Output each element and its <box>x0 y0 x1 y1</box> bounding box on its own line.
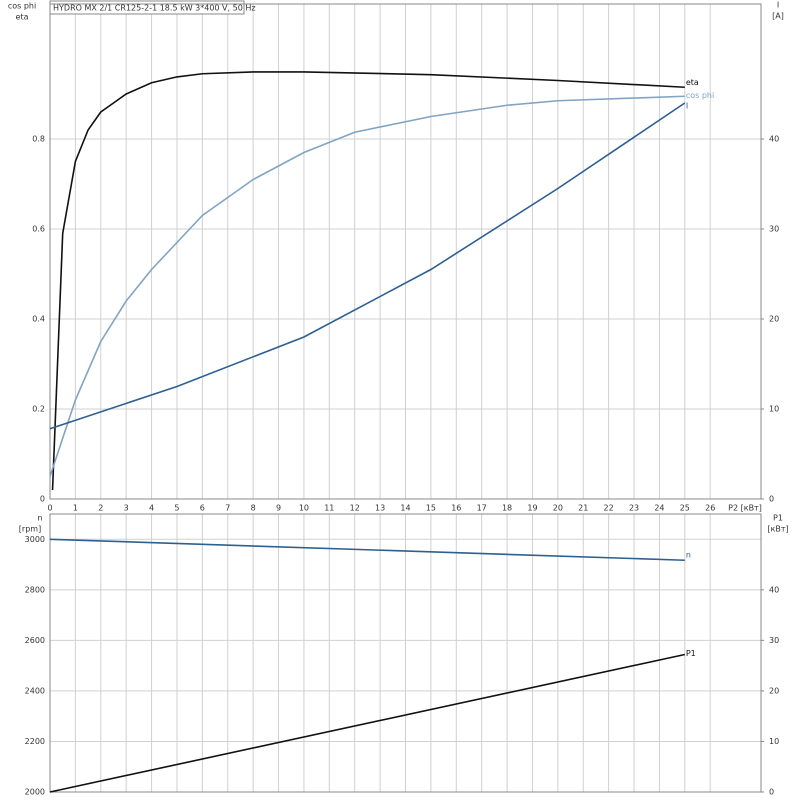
y2-tick-label: 30 <box>769 636 779 645</box>
x-tick-label: 21 <box>578 504 588 513</box>
x-axis-label: P2 [кВт] <box>728 504 762 513</box>
x-tick-label: 26 <box>705 504 715 513</box>
plot-frame <box>49 3 762 500</box>
y2-tick-label: 20 <box>769 315 779 324</box>
y-axis-label: eta <box>16 13 29 22</box>
series-line <box>49 538 685 562</box>
y2-axis-label: [A] <box>772 12 784 21</box>
x-tick-label: 12 <box>350 504 360 513</box>
x-tick-label: 1 <box>73 504 78 513</box>
chart-title: HYDRO MX 2/1 CR125-2-1 18.5 kW 3*400 V, … <box>53 4 256 13</box>
x-tick-label: 9 <box>276 504 281 513</box>
series-line <box>49 95 685 477</box>
y2-axis-label: [кВт] <box>767 525 788 534</box>
x-tick-label: 17 <box>477 504 487 513</box>
y2-tick-label: 40 <box>769 585 779 594</box>
y-axis-label: n <box>37 514 42 523</box>
y-tick-label: 0.2 <box>32 405 45 414</box>
y-tick-label: 2600 <box>25 636 45 645</box>
y2-tick-label: 10 <box>769 737 779 746</box>
y-tick-label: 2800 <box>25 585 45 594</box>
x-tick-label: 18 <box>502 504 512 513</box>
x-tick-label: 22 <box>604 504 614 513</box>
x-tick-label: 13 <box>375 504 385 513</box>
y-tick-label: 3000 <box>25 535 45 544</box>
y-tick-label: 2000 <box>25 788 45 797</box>
y2-tick-label: 10 <box>769 405 779 414</box>
y-axis-label: cos phi <box>8 2 36 11</box>
x-tick-label: 14 <box>400 504 410 513</box>
y2-axis-label: P1 <box>773 514 783 523</box>
x-tick-label: 4 <box>149 504 154 513</box>
x-tick-label: 19 <box>527 504 537 513</box>
y2-tick-label: 0 <box>769 788 774 797</box>
series-label: cos phi <box>686 91 714 100</box>
x-tick-label: 8 <box>251 504 256 513</box>
x-tick-label: 23 <box>629 504 639 513</box>
x-tick-label: 7 <box>225 504 230 513</box>
x-tick-label: 11 <box>324 504 334 513</box>
y-tick-label: 0.6 <box>32 225 45 234</box>
y2-tick-label: 30 <box>769 225 779 234</box>
x-tick-label: 10 <box>299 504 309 513</box>
y2-axis-label: I <box>777 1 779 10</box>
x-tick-label: 5 <box>174 504 179 513</box>
y2-tick-label: 40 <box>769 135 779 144</box>
series-line <box>49 653 685 793</box>
x-tick-label: 24 <box>654 504 664 513</box>
y-tick-label: 0.8 <box>32 135 45 144</box>
x-tick-label: 16 <box>451 504 461 513</box>
y2-tick-label: 20 <box>769 686 779 695</box>
y-axis-label: [rpm] <box>19 525 41 534</box>
x-tick-label: 20 <box>553 504 563 513</box>
x-tick-label: 25 <box>680 504 690 513</box>
x-tick-label: 2 <box>98 504 103 513</box>
series-label: n <box>686 551 691 560</box>
plot-frame <box>49 513 762 793</box>
x-tick-label: 6 <box>200 504 205 513</box>
x-tick-label: 3 <box>124 504 129 513</box>
series-label: P1 <box>686 649 696 658</box>
y-tick-label: 2400 <box>25 686 45 695</box>
series-line <box>49 102 686 430</box>
x-tick-label: 15 <box>426 504 436 513</box>
y-tick-label: 0 <box>40 495 45 504</box>
y-tick-label: 2200 <box>25 737 45 746</box>
series-line <box>51 71 685 491</box>
series-label: eta <box>686 78 699 87</box>
y2-tick-label: 0 <box>769 495 774 504</box>
series-label: I <box>686 102 688 111</box>
y-tick-label: 0.4 <box>32 315 45 324</box>
x-tick-label: 0 <box>47 504 52 513</box>
